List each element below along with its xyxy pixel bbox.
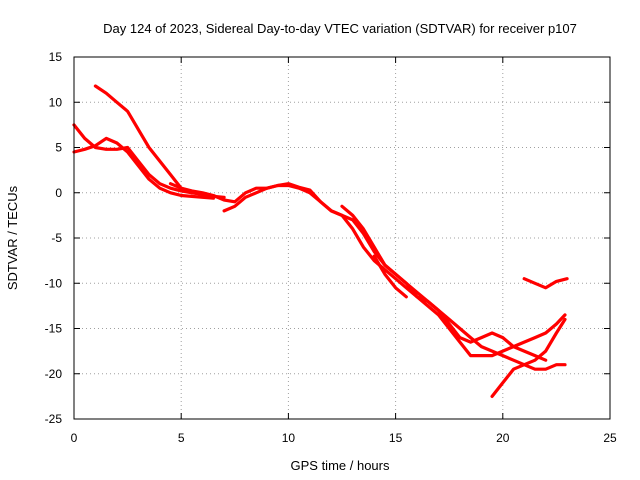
y-tick-label: -5	[51, 231, 62, 245]
y-axis-label: SDTVAR / TECUs	[5, 185, 20, 290]
y-tick-label: -10	[45, 276, 63, 290]
series-line-track-2	[72, 136, 215, 200]
x-tick-label: 10	[282, 431, 296, 445]
axis-ticks	[73, 56, 611, 420]
y-tick-label: -20	[45, 367, 63, 381]
y-tick-label: 10	[49, 95, 63, 109]
series-line-track-8	[490, 317, 567, 398]
x-tick-label: 5	[178, 431, 185, 445]
y-tick-label: 15	[49, 50, 63, 64]
series-layer	[72, 84, 569, 398]
x-axis-label: GPS time / hours	[291, 458, 390, 473]
x-tick-label: 15	[389, 431, 403, 445]
series-line-track-1	[72, 123, 226, 199]
x-tick-label: 0	[71, 431, 78, 445]
x-tick-label: 20	[496, 431, 510, 445]
y-tick-label: 0	[55, 186, 62, 200]
series-line-track-9	[522, 277, 569, 290]
series-line-track-6	[340, 204, 567, 358]
grid-lines	[74, 57, 610, 419]
y-tick-label: -25	[45, 412, 63, 426]
y-tick-label: 5	[55, 141, 62, 155]
series-line-track-5	[222, 183, 548, 362]
series-line-track-3	[93, 84, 194, 195]
series-line-track-7	[372, 254, 408, 299]
x-tick-label: 25	[603, 431, 617, 445]
series-line-track-4	[168, 182, 567, 371]
y-tick-label: -15	[45, 322, 63, 336]
chart-title: Day 124 of 2023, Sidereal Day-to-day VTE…	[103, 21, 577, 36]
axis-tick-labels: 0 5 10 15 20 25 -25 -20 -15 -10 -5 0 5 10 15	[45, 50, 617, 445]
